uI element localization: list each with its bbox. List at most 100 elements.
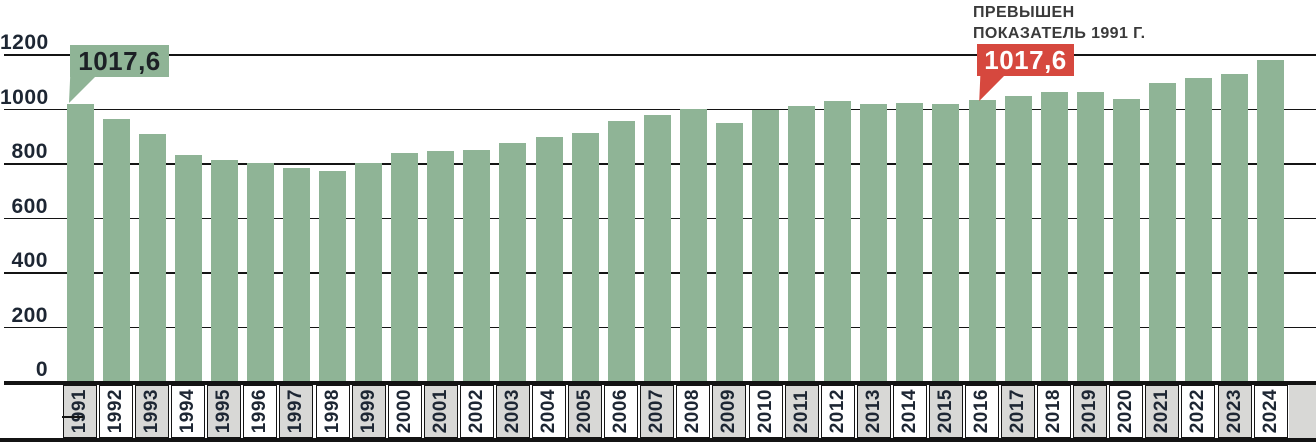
year-label-text: 1996 <box>249 389 271 434</box>
y-tick-label: 600 <box>11 194 48 218</box>
gridline-1200 <box>4 54 1316 56</box>
bar-2018 <box>1040 91 1068 381</box>
year-label-text: 2003 <box>501 389 523 434</box>
x-axis-baseline <box>4 381 1316 385</box>
callout-1991-value: 1017,6 <box>70 45 169 77</box>
year-label-2019: 2019 <box>1073 385 1108 438</box>
year-label-text: 1992 <box>105 389 127 434</box>
bar-2013 <box>860 103 888 381</box>
year-label-1994: 1994 <box>171 385 206 438</box>
bar-2007 <box>643 115 671 381</box>
year-label-text: 2012 <box>826 389 848 434</box>
year-label-2007: 2007 <box>640 385 675 438</box>
bar-2015 <box>932 103 960 381</box>
bar-2000 <box>391 153 419 381</box>
label-stripe-filler <box>1288 385 1316 438</box>
year-label-text: 1999 <box>357 389 379 434</box>
y-tick-label: 200 <box>11 303 48 327</box>
year-label-text: 1991 <box>69 389 90 434</box>
year-label-2001: 2001 <box>423 385 458 438</box>
bar-2010 <box>752 109 780 381</box>
bar-2011 <box>788 105 816 381</box>
bar-2001 <box>427 151 455 381</box>
year-label-2010: 2010 <box>748 385 783 438</box>
bar-2004 <box>535 137 563 381</box>
year-label-text: 2000 <box>393 389 415 434</box>
year-label-1997: 1997 <box>279 385 314 438</box>
year-label-text: 2017 <box>1007 389 1029 434</box>
year-label-text: 2021 <box>1151 389 1173 434</box>
exceeded-caption-line1: ПРЕВЫШЕН <box>973 4 1075 21</box>
year-label-1998: 1998 <box>315 385 350 438</box>
year-label-2021: 2021 <box>1145 385 1180 438</box>
year-label-2016: 2016 <box>965 385 999 438</box>
y-tick-label: 1200 <box>0 31 49 54</box>
year-label-text: 2022 <box>1187 389 1209 434</box>
year-label-text: 2004 <box>538 389 560 434</box>
bar-1992 <box>102 119 130 381</box>
year-label-text: 1993 <box>141 389 163 434</box>
year-label-text: 1998 <box>321 389 343 434</box>
year-label-text: 1994 <box>177 389 199 434</box>
year-label-text: 2005 <box>574 389 596 434</box>
bar-2008 <box>679 109 707 381</box>
exceeded-caption: ПРЕВЫШЕН ПОКАЗАТЕЛЬ 1991 Г. <box>973 2 1145 44</box>
year-label-text: 2015 <box>934 389 956 434</box>
year-label-1995: 1995 <box>207 385 242 438</box>
year-label-2006: 2006 <box>604 385 639 438</box>
year-label-1999: 1999 <box>351 385 386 438</box>
year-label-1993: 1993 <box>135 385 170 438</box>
year-label-2011: 2011 <box>784 385 819 438</box>
y-tick-label: 800 <box>11 140 48 163</box>
year-label-text: 2006 <box>610 389 632 434</box>
bar-1994 <box>174 154 202 381</box>
bar-2012 <box>824 100 852 381</box>
year-label-2000: 2000 <box>387 385 422 438</box>
bar-2014 <box>896 103 924 381</box>
callout-2016-value: 1017,6 <box>977 44 1074 76</box>
callout-1991-pointer <box>69 76 96 103</box>
year-label-2009: 2009 <box>712 385 747 438</box>
bar-2022 <box>1184 77 1212 381</box>
year-label-text: 2002 <box>465 389 487 434</box>
label-stripe-bottom-border <box>0 438 1316 442</box>
year-label-text: 2020 <box>1115 389 1137 434</box>
year-label-2012: 2012 <box>820 385 855 438</box>
year-label-2002: 2002 <box>459 385 494 438</box>
bar-2005 <box>571 133 599 381</box>
y-tick-label: 400 <box>11 249 48 272</box>
bar-2019 <box>1076 91 1104 381</box>
bar-1995 <box>210 160 238 381</box>
year-label-text: 2001 <box>429 389 451 434</box>
bar-2003 <box>499 142 527 381</box>
bar-1998 <box>319 170 347 381</box>
year-label-text: 2016 <box>971 389 992 434</box>
callout-2016-pointer <box>979 75 1005 101</box>
year-label-text: 1997 <box>285 389 307 434</box>
year-label-2005: 2005 <box>568 385 603 438</box>
year-label-2003: 2003 <box>495 385 530 438</box>
year-label-text: 2013 <box>862 389 884 434</box>
year-label-text: 2024 <box>1259 389 1281 434</box>
year-label-text: 1995 <box>213 389 235 434</box>
bar-2009 <box>715 122 743 381</box>
bar-1997 <box>282 167 310 381</box>
year-label-2022: 2022 <box>1181 385 1216 438</box>
bar-2020 <box>1112 98 1140 381</box>
gridline-1000 <box>4 108 1316 110</box>
year-label-2014: 2014 <box>892 385 927 438</box>
bar-2021 <box>1148 83 1176 381</box>
bar-2016 <box>968 99 996 381</box>
exceeded-caption-line2: ПОКАЗАТЕЛЬ 1991 Г. <box>973 25 1146 42</box>
y-tick-label: 1000 <box>0 85 49 109</box>
bar-2017 <box>1004 95 1032 381</box>
year-label-text: 2011 <box>790 389 812 434</box>
year-label-2004: 2004 <box>532 385 567 438</box>
bar-1999 <box>355 163 383 381</box>
bar-1991 <box>66 103 94 381</box>
year-label-text: 2018 <box>1043 389 1065 434</box>
bar-1993 <box>138 134 166 381</box>
bar-1996 <box>246 163 274 381</box>
year-label-2020: 2020 <box>1109 385 1144 438</box>
